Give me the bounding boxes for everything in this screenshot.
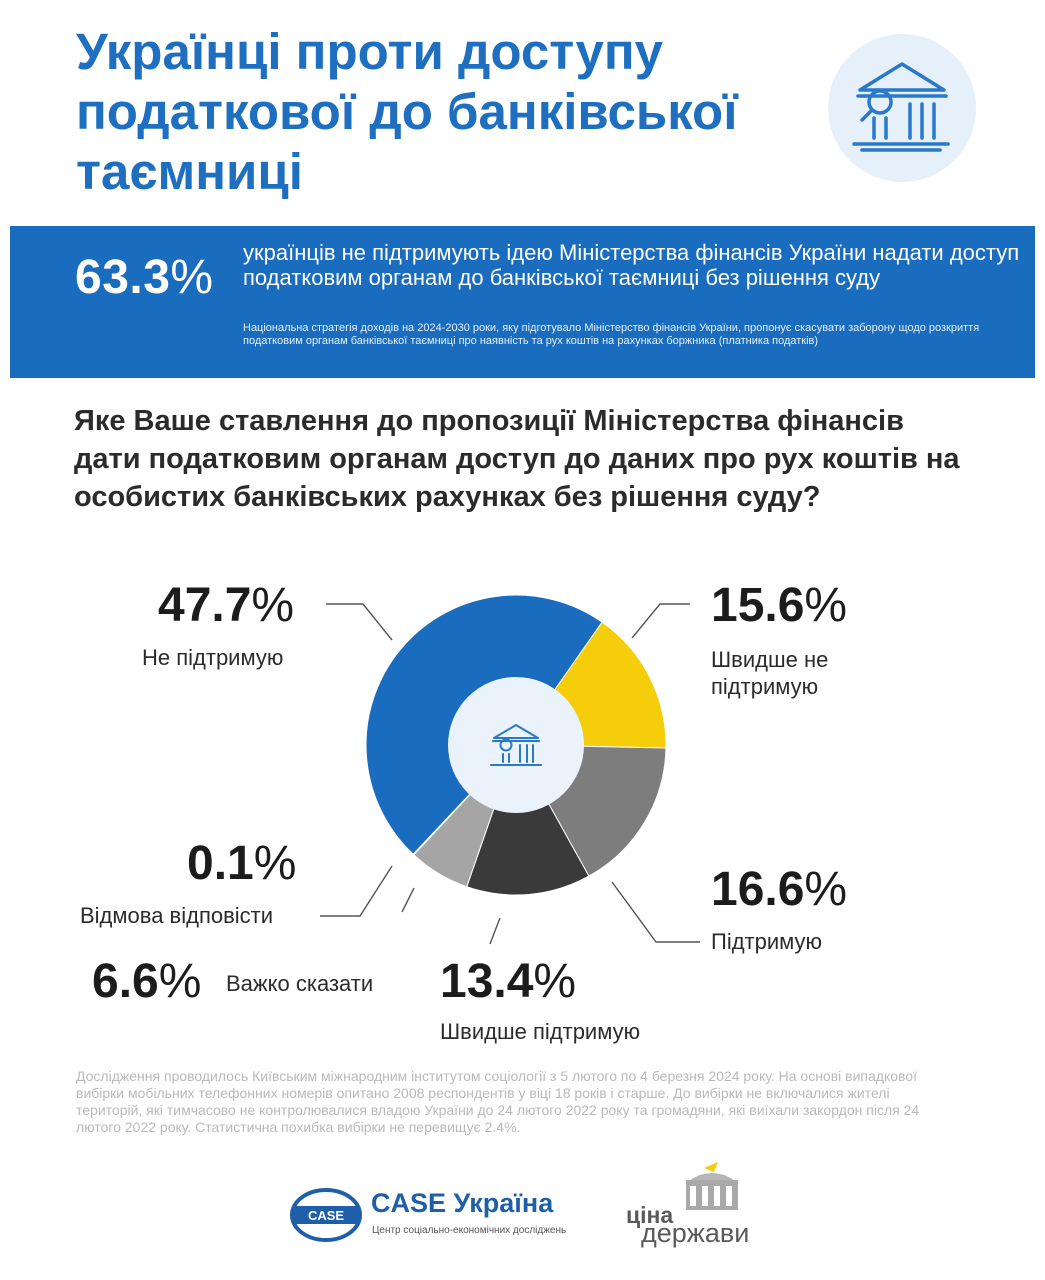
leader-line-shvydshe-ne	[631, 603, 690, 639]
slice-label-ne-pidtrymuyu: Не підтримую	[142, 645, 284, 670]
slice-label-vazhko: Важко сказати	[226, 971, 374, 996]
leader-line-vazhko	[401, 887, 415, 913]
slice-value-shvydshe-pidtrymuyu: 13.4%	[440, 955, 577, 1008]
leader-line-shvydshe-pidtrymuyu	[489, 917, 501, 945]
slice-value-ne-pidtrymuyu: 47.7%	[158, 579, 295, 632]
pie-center	[448, 677, 584, 813]
svg-text:CASE: CASE	[308, 1208, 344, 1223]
slice-label-pidtrymuyu: Підтримую	[711, 929, 823, 954]
leader-line-ne-pidtrymuyu	[326, 603, 393, 641]
bank-icon	[852, 62, 950, 152]
case-subtitle: Центр соціально-економічних досліджень	[372, 1225, 567, 1236]
bank-logo	[828, 34, 976, 182]
pie-chart	[320, 594, 700, 945]
survey-question: Яке Ваше ставлення до пропозиції Міністе…	[74, 405, 960, 513]
banner-note: Національна стратегія доходів на 2024-20…	[243, 322, 980, 347]
leader-line-pidtrymuyu	[611, 881, 700, 943]
slice-label-shvydshe-pidtrymuyu: Швидше підтримую	[440, 1019, 641, 1044]
slice-label-shvydshe-ne: Швидше не підтримую	[711, 647, 829, 699]
slice-label-vidmova: Відмова відповісти	[80, 903, 274, 928]
case-logo: CASE	[290, 1188, 362, 1242]
cina-derzhavy-logo	[686, 1162, 738, 1210]
summary-banner: 63.3% українців не підтримують ідею Міні…	[10, 226, 1035, 378]
banner-percentage: 63.3%	[75, 251, 214, 304]
derzhavy-word: держави	[641, 1218, 750, 1248]
banner-text: українців не підтримують ідею Міністерст…	[243, 240, 1020, 290]
slice-value-shvydshe-ne: 15.6%	[711, 579, 848, 632]
footnote: Дослідження проводилось Київським міжнар…	[76, 1068, 920, 1135]
slice-value-vazhko: 6.6%	[92, 955, 202, 1008]
case-title: CASE Україна	[371, 1188, 554, 1218]
cina-word: ціна	[626, 1202, 674, 1228]
bank-icon	[490, 724, 542, 766]
pie-slice-2	[466, 743, 590, 896]
slice-value-vidmova: 0.1%	[187, 837, 297, 890]
leader-line-vidmova	[320, 865, 393, 917]
page-title: Українці проти доступу податкової до бан…	[76, 23, 738, 200]
slice-value-pidtrymuyu: 16.6%	[711, 863, 848, 916]
